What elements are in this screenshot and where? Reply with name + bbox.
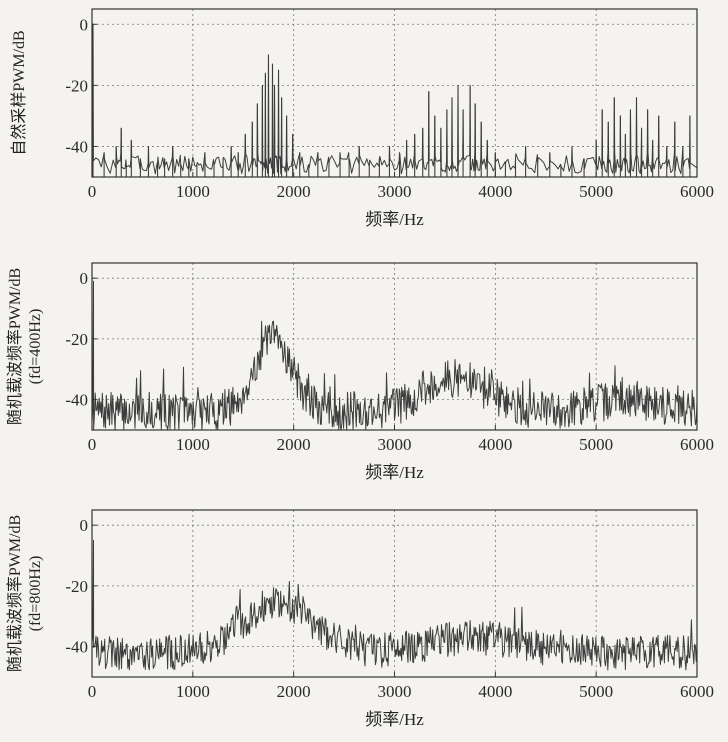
x-axis-label: 频率/Hz bbox=[365, 210, 424, 229]
x-tick-label: 6000 bbox=[680, 682, 714, 701]
y-tick-label: -40 bbox=[65, 137, 88, 156]
y-axis-label: (fd=800Hz) bbox=[27, 556, 44, 632]
x-tick-label: 5000 bbox=[579, 435, 613, 454]
x-tick-label: 6000 bbox=[680, 435, 714, 454]
y-axis-label: 随机载波频率PWM/dB bbox=[6, 515, 24, 672]
y-tick-label: 0 bbox=[80, 269, 89, 288]
x-tick-label: 6000 bbox=[680, 182, 714, 201]
x-tick-label: 2000 bbox=[277, 435, 311, 454]
y-tick-label: -40 bbox=[65, 391, 88, 410]
y-tick-label: -20 bbox=[65, 76, 88, 95]
chart-panel-top: 0 -20 -40 0 1000 2000 3000 4000 5000 6000 频率/Hz 自然采… bbox=[10, 8, 714, 229]
y-axis-label: 随机载波频率PWM/dB bbox=[6, 268, 24, 425]
y-axis-label: 自然采样PWM/dB bbox=[10, 30, 28, 155]
x-tick-label: 0 bbox=[88, 682, 97, 701]
x-tick-label: 3000 bbox=[378, 182, 412, 201]
x-tick-label: 3000 bbox=[378, 682, 412, 701]
x-axis-label: 频率/Hz bbox=[365, 463, 424, 482]
chart-panel-bottom: 0 -20 -40 0 1000 2000 3000 4000 5000 6000 频率/Hz 随机载… bbox=[6, 509, 714, 729]
x-tick-label: 4000 bbox=[478, 682, 512, 701]
x-tick-label: 0 bbox=[88, 182, 97, 201]
x-tick-label: 1000 bbox=[176, 682, 210, 701]
x-axis-label: 频率/Hz bbox=[365, 710, 424, 729]
x-tick-label: 0 bbox=[88, 435, 97, 454]
x-tick-label: 5000 bbox=[579, 682, 613, 701]
x-tick-label: 1000 bbox=[176, 182, 210, 201]
x-tick-label: 2000 bbox=[277, 682, 311, 701]
x-tick-label: 5000 bbox=[579, 182, 613, 201]
x-tick-label: 4000 bbox=[478, 182, 512, 201]
spectrum-line bbox=[91, 280, 698, 431]
chart-panel-middle: 0 -20 -40 0 1000 2000 3000 4000 5000 6000 频率/Hz 随机载… bbox=[6, 262, 714, 482]
spectrum-line bbox=[91, 539, 698, 671]
x-tick-label: 2000 bbox=[277, 182, 311, 201]
y-tick-label: 0 bbox=[80, 15, 89, 34]
x-tick-label: 1000 bbox=[176, 435, 210, 454]
y-tick-label: -20 bbox=[65, 330, 88, 349]
y-tick-label: -20 bbox=[65, 577, 88, 596]
y-tick-label: 0 bbox=[80, 516, 89, 535]
y-tick-label: -40 bbox=[65, 638, 88, 657]
y-axis-label: (fd=400Hz) bbox=[27, 309, 44, 385]
x-tick-label: 3000 bbox=[378, 435, 412, 454]
x-tick-label: 4000 bbox=[478, 435, 512, 454]
